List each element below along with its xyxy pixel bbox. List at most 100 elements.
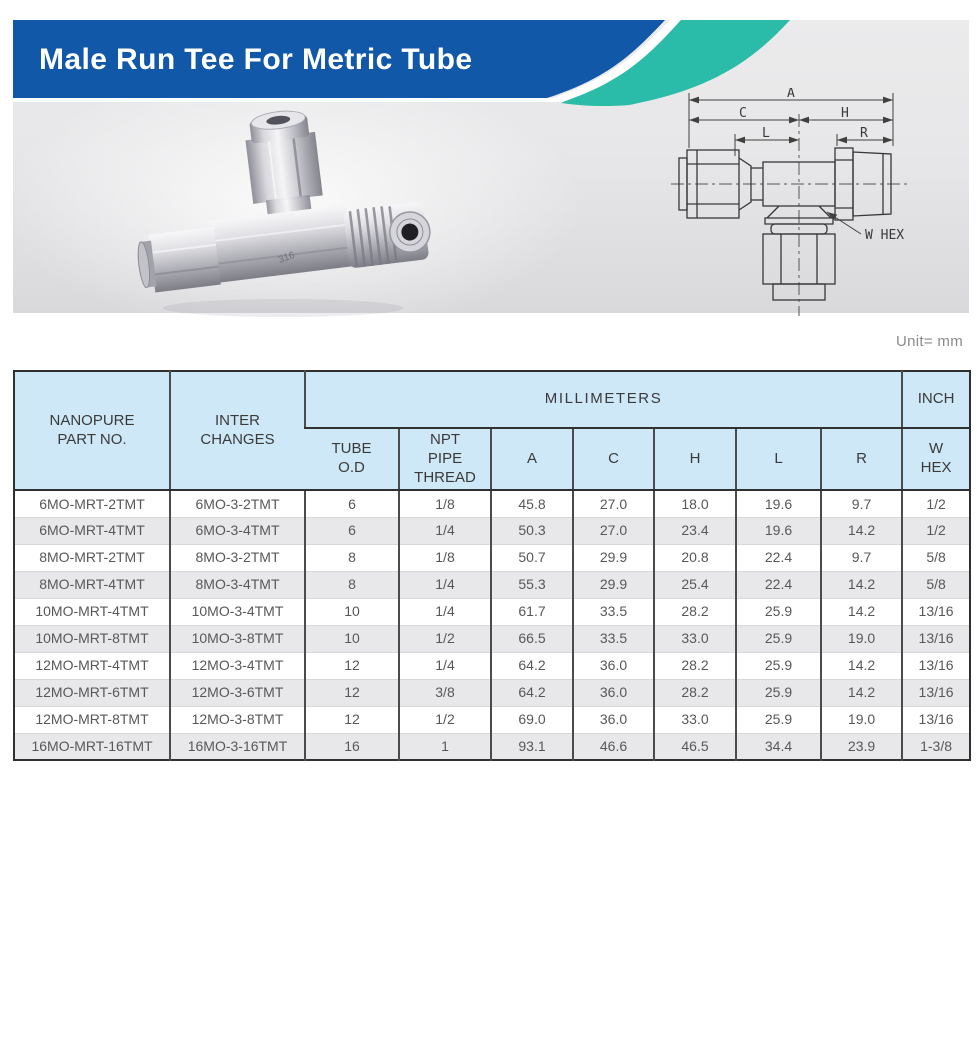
- dim-label-whex: W HEX: [865, 228, 904, 243]
- value-cell: 23.4: [653, 516, 736, 545]
- part-no-cell: 8MO-MRT-4TMT: [14, 570, 170, 599]
- interchange-cell: 12MO-3-6TMT: [169, 678, 305, 707]
- dim-label-r: R: [860, 126, 868, 141]
- value-cell: 8: [304, 543, 399, 572]
- value-cell: 33.5: [572, 597, 654, 626]
- swoosh-teal-shape: [561, 20, 790, 107]
- value-cell: 46.6: [572, 732, 654, 761]
- value-cell: 28.2: [653, 597, 736, 626]
- value-cell: 50.7: [490, 543, 573, 572]
- part-no-cell: 12MO-MRT-6TMT: [14, 678, 170, 707]
- page-title: Male Run Tee For Metric Tube: [39, 43, 473, 76]
- col-header-interchanges: INTER CHANGES: [169, 371, 305, 492]
- value-cell: 33.0: [653, 705, 736, 734]
- value-cell: 19.6: [735, 516, 821, 545]
- value-cell: 19.0: [819, 705, 903, 734]
- value-cell: 1/2: [398, 624, 491, 653]
- value-cell: 19.0: [819, 624, 903, 653]
- col-header-tube-od: TUBE O.D: [305, 428, 399, 492]
- value-cell: 1/8: [398, 489, 491, 518]
- value-cell: 1/4: [398, 651, 491, 680]
- table-row: 8MO-MRT-2TMT 8MO-3-2TMT 8 1/8 50.7 29.9 20.8 22…: [14, 543, 971, 572]
- value-cell: 33.5: [572, 624, 654, 653]
- value-cell: 1/2: [901, 516, 971, 545]
- part-no-cell: 10MO-MRT-4TMT: [14, 597, 170, 626]
- value-cell: 12: [304, 678, 399, 707]
- part-no-cell: 12MO-MRT-8TMT: [14, 705, 170, 734]
- interchange-cell: 12MO-3-4TMT: [169, 651, 305, 680]
- value-cell: 9.7: [819, 489, 903, 518]
- value-cell: 33.0: [653, 624, 736, 653]
- table-row: 12MO-MRT-6TMT 12MO-3-6TMT 12 3/8 64.2 36.0 28.…: [14, 678, 971, 707]
- part-no-cell: 6MO-MRT-4TMT: [14, 516, 170, 545]
- value-cell: 18.0: [653, 489, 736, 518]
- table-body: 6MO-MRT-2TMT 6MO-3-2TMT 6 1/8 45.8 27.0 18.0 19…: [14, 489, 971, 761]
- value-cell: 5/8: [901, 543, 971, 572]
- value-cell: 19.6: [735, 489, 821, 518]
- col-header-npt-thread: NPT PIPE THREAD: [398, 428, 491, 492]
- value-cell: 28.2: [653, 678, 736, 707]
- value-cell: 12: [304, 705, 399, 734]
- product-photo: 316: [137, 110, 431, 317]
- value-cell: 25.9: [735, 597, 821, 626]
- dimension-diagram: A C H L R: [671, 88, 907, 316]
- value-cell: 50.3: [490, 516, 573, 545]
- value-cell: 22.4: [735, 570, 821, 599]
- title-banner: [13, 20, 790, 107]
- interchange-cell: 10MO-3-4TMT: [169, 597, 305, 626]
- col-header-r: R: [819, 428, 903, 492]
- dim-label-a: A: [787, 88, 795, 101]
- value-cell: 27.0: [572, 516, 654, 545]
- part-no-cell: 8MO-MRT-2TMT: [14, 543, 170, 572]
- value-cell: 36.0: [572, 678, 654, 707]
- value-cell: 25.9: [735, 678, 821, 707]
- top-bore: [266, 115, 291, 125]
- value-cell: 28.2: [653, 651, 736, 680]
- unit-label: Unit= mm: [896, 333, 963, 350]
- interchange-cell: 8MO-3-4TMT: [169, 570, 305, 599]
- table-row: 16MO-MRT-16TMT 16MO-3-16TMT 16 1 93.1 46.6 46.…: [14, 732, 971, 761]
- value-cell: 93.1: [490, 732, 573, 761]
- part-no-cell: 6MO-MRT-2TMT: [14, 489, 170, 518]
- interchange-cell: 6MO-3-4TMT: [169, 516, 305, 545]
- col-header-c: C: [572, 428, 654, 492]
- value-cell: 61.7: [490, 597, 573, 626]
- interchange-cell: 6MO-3-2TMT: [169, 489, 305, 518]
- value-cell: 46.5: [653, 732, 736, 761]
- interchange-cell: 16MO-3-16TMT: [169, 732, 305, 761]
- dim-label-l: L: [762, 126, 770, 141]
- table-row: 6MO-MRT-2TMT 6MO-3-2TMT 6 1/8 45.8 27.0 18.0 19…: [14, 489, 971, 518]
- value-cell: 36.0: [572, 651, 654, 680]
- value-cell: 22.4: [735, 543, 821, 572]
- value-cell: 14.2: [819, 516, 903, 545]
- value-cell: 6: [304, 516, 399, 545]
- value-cell: 66.5: [490, 624, 573, 653]
- value-cell: 6: [304, 489, 399, 518]
- value-cell: 13/16: [901, 597, 971, 626]
- value-cell: 34.4: [735, 732, 821, 761]
- value-cell: 13/16: [901, 678, 971, 707]
- value-cell: 1-3/8: [901, 732, 971, 761]
- col-header-l: L: [735, 428, 821, 492]
- value-cell: 25.9: [735, 705, 821, 734]
- interchange-cell: 8MO-3-2TMT: [169, 543, 305, 572]
- value-cell: 23.9: [819, 732, 903, 761]
- value-cell: 1: [398, 732, 491, 761]
- value-cell: 10: [304, 624, 399, 653]
- table-row: 10MO-MRT-8TMT 10MO-3-8TMT 10 1/2 66.5 33.5 33.…: [14, 624, 971, 653]
- value-cell: 25.9: [735, 651, 821, 680]
- value-cell: 5/8: [901, 570, 971, 599]
- dim-label-c: C: [739, 106, 747, 121]
- col-header-a: A: [490, 428, 573, 492]
- fitting-body: [207, 204, 354, 284]
- value-cell: 27.0: [572, 489, 654, 518]
- interchange-cell: 10MO-3-8TMT: [169, 624, 305, 653]
- banner-blue-shape: [13, 20, 665, 98]
- photo-shadow: [163, 299, 403, 317]
- value-cell: 16: [304, 732, 399, 761]
- table-row: 12MO-MRT-4TMT 12MO-3-4TMT 12 1/4 64.2 36.0 28.…: [14, 651, 971, 680]
- value-cell: 1/2: [398, 705, 491, 734]
- value-cell: 1/2: [901, 489, 971, 518]
- value-cell: 14.2: [819, 597, 903, 626]
- value-cell: 1/4: [398, 570, 491, 599]
